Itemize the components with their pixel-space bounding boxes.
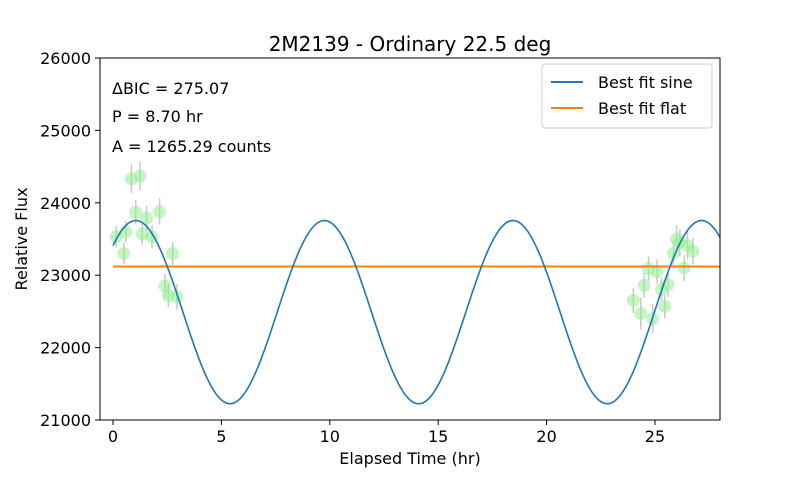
data-point [166,246,180,260]
data-point [686,244,700,258]
x-tick-label: 15 [428,427,448,446]
x-tick-label: 25 [645,427,665,446]
data-point [650,265,664,279]
y-tick-label: 24000 [40,194,91,213]
data-point [135,227,149,241]
sine-fit-line [112,219,720,405]
annotation-period: P = 8.70 hr [112,107,203,126]
legend-sine-label: Best fit sine [598,73,693,92]
legend-box [541,63,713,129]
y-tick-label: 22000 [40,339,91,358]
y-tick-label: 23000 [40,266,91,285]
plot-frame [99,57,721,421]
x-tick-label: 5 [216,427,226,446]
data-point [133,169,147,183]
data-point [140,211,154,225]
y-tick-label: 21000 [40,411,91,430]
y-tick-label: 26000 [40,49,91,68]
data-point [153,204,167,218]
legend-flat-label: Best fit flat [598,99,686,118]
axes: 0 5 10 15 20 25 21000 22000 23000 24000 25000 26000 [40,49,665,446]
annotation-delta-bic: ΔBIC = 275.07 [112,79,229,98]
data-point [677,261,691,275]
plot-area [109,161,720,405]
chart-title: 2M2139 - Ordinary 22.5 deg [269,32,552,56]
x-tick-label: 0 [108,427,118,446]
data-point [626,294,640,308]
x-tick-label: 20 [536,427,556,446]
data-point [634,307,648,321]
y-axis-label: Relative Flux [12,188,31,291]
data-point [129,205,143,219]
data-point [117,246,131,260]
y-tick-label: 25000 [40,121,91,140]
x-axis-label: Elapsed Time (hr) [339,449,480,468]
legend: Best fit sine Best fit flat [541,63,713,129]
data-point [170,290,184,304]
data-point [658,299,672,313]
x-tick-label: 10 [320,427,340,446]
data-point [637,278,651,292]
annotation-amplitude: A = 1265.29 counts [112,137,271,156]
